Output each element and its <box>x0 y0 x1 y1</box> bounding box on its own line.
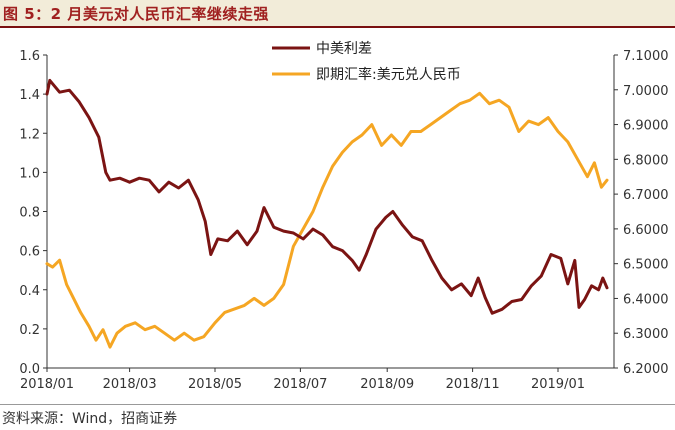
left-tick-label: 1.2 <box>19 127 40 142</box>
right-tick-label: 6.3000 <box>623 327 669 342</box>
right-tick-label: 6.6000 <box>623 223 669 238</box>
title-rule <box>0 26 675 28</box>
right-tick-label: 7.0000 <box>623 84 669 99</box>
source-divider <box>0 404 675 405</box>
right-tick-label: 6.4000 <box>623 292 669 307</box>
left-tick-label: 0.2 <box>19 323 40 338</box>
series-line-spread <box>45 78 609 315</box>
chart-canvas: 0.0 0.2 0.4 0.6 0.8 1.0 1.2 1.4 1.6 6.2000 6.3000… <box>19 41 669 392</box>
source-note: 资料来源：Wind，招商证券 <box>2 411 178 427</box>
x-axis: 2018/01 2018/03 2018/05 2018/07 2018/09 2018/… <box>20 367 614 392</box>
title-bar: 图 5：2 月美元对人民币汇率继续走强 <box>0 0 675 26</box>
right-tick-label: 6.2000 <box>623 362 669 377</box>
legend: 中美利差 即期汇率:美元兑人民币 <box>272 41 461 83</box>
right-tick-label: 6.7000 <box>623 188 669 203</box>
legend-label-spread: 中美利差 <box>316 41 372 57</box>
x-tick-label: 2018/09 <box>360 377 414 392</box>
left-tick-label: 0.4 <box>19 284 40 299</box>
x-tick-label: 2018/03 <box>103 377 157 392</box>
series-layer <box>45 78 609 349</box>
left-tick-label: 1.4 <box>19 88 40 103</box>
legend-label-fx: 即期汇率:美元兑人民币 <box>316 66 461 83</box>
series-line-fx <box>45 91 609 349</box>
right-tick-label: 6.8000 <box>623 153 669 168</box>
x-tick-label: 2018/01 <box>20 377 74 392</box>
left-tick-label: 1.0 <box>19 166 40 181</box>
x-tick-label: 2018/05 <box>188 377 242 392</box>
right-tick-label: 6.5000 <box>623 258 669 273</box>
x-tick-label: 2019/01 <box>531 377 585 392</box>
x-tick-label: 2018/07 <box>273 377 327 392</box>
left-tick-label: 0.6 <box>19 245 40 260</box>
chart-title: 图 5：2 月美元对人民币汇率继续走强 <box>3 5 269 23</box>
right-axis: 6.2000 6.3000 6.4000 6.5000 6.6000 6.7000 6.80… <box>613 49 669 377</box>
left-tick-label: 0.8 <box>19 206 40 221</box>
left-tick-label: 0.0 <box>19 362 40 377</box>
x-tick-label: 2018/11 <box>446 377 500 392</box>
right-tick-label: 7.1000 <box>623 49 669 64</box>
left-tick-label: 1.6 <box>19 49 40 64</box>
right-tick-label: 6.9000 <box>623 119 669 134</box>
left-axis: 0.0 0.2 0.4 0.6 0.8 1.0 1.2 1.4 1.6 <box>19 49 48 377</box>
